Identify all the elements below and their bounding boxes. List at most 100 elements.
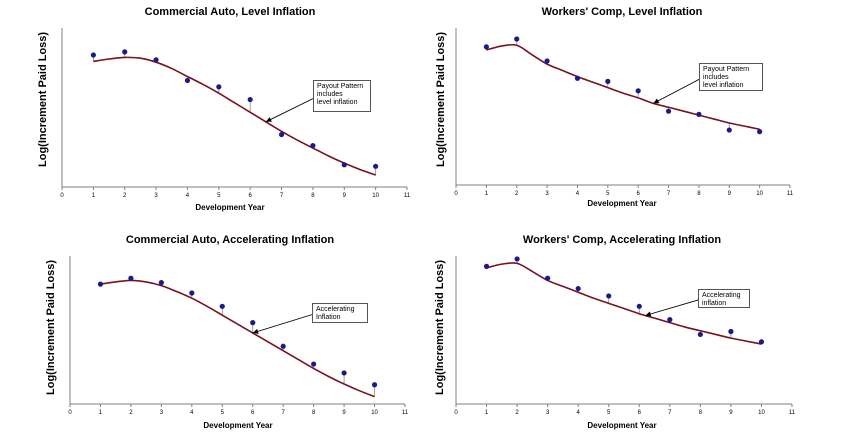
data-point [184, 77, 191, 84]
x-tick-label: 3 [160, 410, 164, 416]
fitted-series-line [100, 279, 375, 398]
x-tick-label: 3 [545, 191, 549, 197]
x-tick-label: 0 [60, 193, 64, 199]
annotation-text: includes [703, 74, 729, 81]
data-point [635, 88, 641, 94]
chart-title: Commercial Auto, Level Inflation [144, 6, 316, 18]
data-point [153, 57, 159, 63]
x-tick-label: 1 [92, 193, 96, 199]
annotation-text: Accelerating [702, 292, 741, 299]
data-point [311, 361, 317, 367]
x-tick-label: 9 [728, 191, 732, 197]
chart-panel-workers-comp-accelerating: Workers' Comp, Accelerating Inflation Lo… [432, 228, 812, 447]
x-tick-label: 6 [637, 191, 641, 197]
x-tick-label: 0 [454, 191, 458, 197]
x-tick-label: 7 [282, 410, 286, 416]
data-point [728, 328, 734, 335]
x-axis-label: Development Year [587, 199, 657, 208]
annotation-arrow [653, 78, 702, 104]
data-point [665, 108, 672, 114]
annotation-text: Payout Pattern [703, 66, 750, 73]
annotation-arrow [265, 97, 316, 123]
x-tick-label: 2 [123, 193, 127, 199]
x-tick-label: 8 [312, 410, 316, 416]
x-tick-label: 5 [607, 410, 611, 416]
annotation-text: level inflation [317, 99, 358, 106]
chart-title: Workers' Comp, Accelerating Inflation [522, 234, 722, 246]
fitted-series-line [486, 43, 760, 131]
data-point [189, 290, 195, 296]
data-point [636, 303, 642, 309]
x-tick-label: 11 [787, 191, 794, 197]
x-tick-label: 10 [371, 410, 378, 416]
data-point [545, 275, 551, 281]
data-point [696, 111, 702, 117]
y-axis-label: Log(Increment Paid Loss) [434, 259, 446, 395]
chart-panel-workers-comp-level: Workers' Comp, Level Inflation Log(Incre… [432, 0, 812, 222]
annotation-box: Payout Pattern includes level inflation [313, 80, 371, 112]
annotation-box: Accelerating Inflation [312, 303, 368, 323]
data-point [544, 58, 550, 64]
annotation-box: Accelerating inflation [698, 289, 750, 308]
x-tick-label: 7 [280, 193, 284, 199]
data-point [575, 285, 581, 292]
x-tick-label: 8 [697, 191, 701, 197]
chart-panel-commercial-auto-level: Commercial Auto, Level Inflation Log(Inc… [37, 0, 420, 222]
annotation-arrow [252, 313, 315, 334]
fitted-series-line [486, 262, 762, 345]
x-tick-label: 2 [515, 191, 519, 197]
x-tick-label: 1 [99, 410, 103, 416]
annotation-text: Accelerating [316, 306, 355, 313]
chart-panel-commercial-auto-accelerating: Commercial Auto, Accelerating Inflation … [40, 228, 420, 447]
fitted-series-line [93, 56, 376, 176]
x-tick-label: 11 [789, 410, 796, 416]
x-tick-label: 3 [546, 410, 550, 416]
x-tick-label: 10 [758, 410, 765, 416]
data-point [483, 44, 489, 50]
annotation-arrowhead [265, 117, 272, 122]
annotation-arrow [645, 299, 701, 316]
annotation-text: Inflation [316, 314, 341, 321]
x-tick-label: 7 [668, 410, 672, 416]
plot-area: 0 1 2 3 4 5 6 7 8 9 10 11 [60, 28, 411, 199]
x-tick-label: 4 [186, 193, 190, 199]
x-axis-label: Development Year [195, 203, 265, 212]
x-tick-label: 0 [454, 410, 458, 416]
data-point [122, 49, 128, 55]
x-axis-label: Development Year [587, 421, 657, 430]
x-tick-label: 9 [343, 193, 347, 199]
x-tick-label: 7 [667, 191, 671, 197]
x-tick-label: 6 [251, 410, 255, 416]
x-tick-label: 4 [577, 410, 581, 416]
x-tick-label: 9 [729, 410, 733, 416]
data-point [219, 303, 225, 309]
chart-title: Workers' Comp, Level Inflation [541, 6, 703, 18]
annotation-box: Payout Pattern includes level inflation [699, 63, 763, 91]
annotation-arrowhead [653, 98, 660, 104]
plot-area: 0 1 2 3 4 5 6 7 8 9 10 11 [68, 256, 409, 416]
y-axis-label: Log(Increment Paid Loss) [45, 259, 57, 395]
x-tick-label: 1 [485, 191, 489, 197]
y-axis-label: Log(Increment Paid Loss) [37, 31, 49, 167]
x-tick-label: 6 [249, 193, 253, 199]
x-tick-label: 6 [638, 410, 642, 416]
x-tick-label: 9 [342, 410, 346, 416]
data-point [247, 96, 253, 103]
data-point [341, 370, 347, 376]
x-tick-label: 11 [402, 410, 409, 416]
data-point [605, 78, 611, 84]
data-point [158, 280, 164, 286]
x-tick-label: 11 [404, 193, 411, 199]
annotation-text: inflation [702, 300, 727, 307]
x-tick-label: 5 [606, 191, 610, 197]
x-tick-label: 1 [485, 410, 489, 416]
x-tick-label: 5 [217, 193, 221, 199]
annotation-text: includes [317, 91, 343, 98]
annotation-text: Payout Pattern [317, 83, 364, 90]
data-point [90, 52, 96, 58]
data-point [310, 143, 316, 149]
data-point [280, 343, 286, 349]
plot-area: 0 1 2 3 4 5 6 7 8 9 10 11 [454, 28, 794, 197]
data-point [514, 36, 520, 42]
x-tick-label: 10 [756, 191, 763, 197]
